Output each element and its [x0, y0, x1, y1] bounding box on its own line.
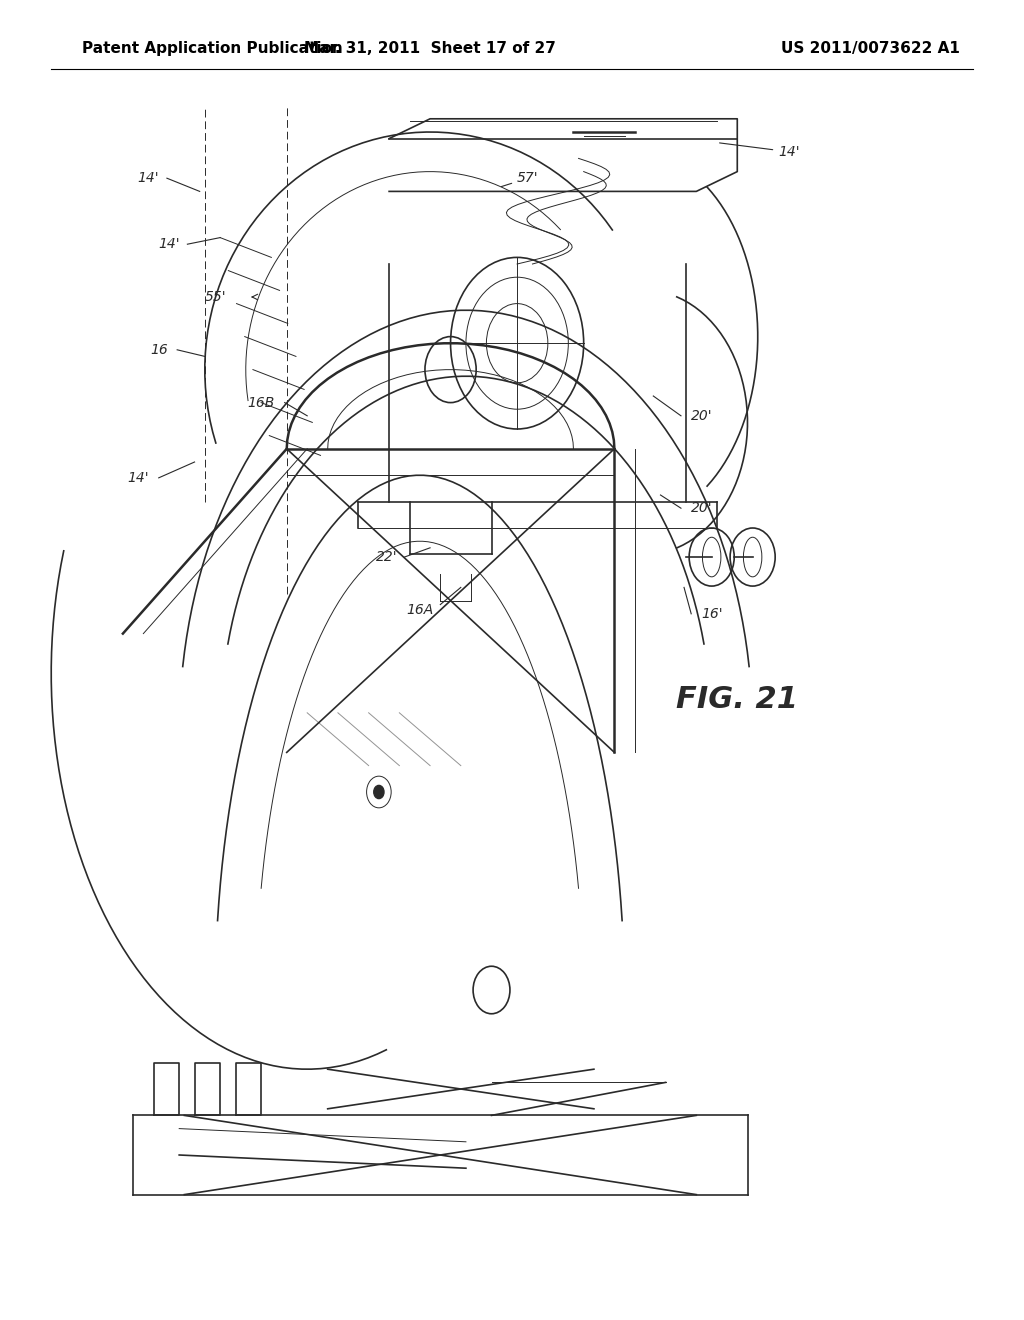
Text: 14': 14'	[720, 143, 800, 158]
Text: 20': 20'	[690, 409, 713, 422]
Text: 16A: 16A	[407, 603, 433, 616]
Text: 57': 57'	[502, 172, 539, 186]
Text: Patent Application Publication: Patent Application Publication	[82, 41, 343, 57]
Text: 14': 14'	[137, 172, 160, 185]
Text: 55': 55'	[204, 290, 226, 304]
Circle shape	[374, 785, 384, 799]
Text: Mar. 31, 2011  Sheet 17 of 27: Mar. 31, 2011 Sheet 17 of 27	[304, 41, 556, 57]
Text: 14': 14'	[127, 471, 150, 484]
Text: 16': 16'	[700, 607, 723, 620]
Text: 16B: 16B	[248, 396, 274, 409]
Text: 20': 20'	[690, 502, 713, 515]
Text: 14': 14'	[158, 238, 180, 251]
Text: 22': 22'	[376, 550, 398, 564]
Text: US 2011/0073622 A1: US 2011/0073622 A1	[781, 41, 959, 57]
Text: FIG. 21: FIG. 21	[676, 685, 799, 714]
Text: 16: 16	[150, 343, 168, 356]
